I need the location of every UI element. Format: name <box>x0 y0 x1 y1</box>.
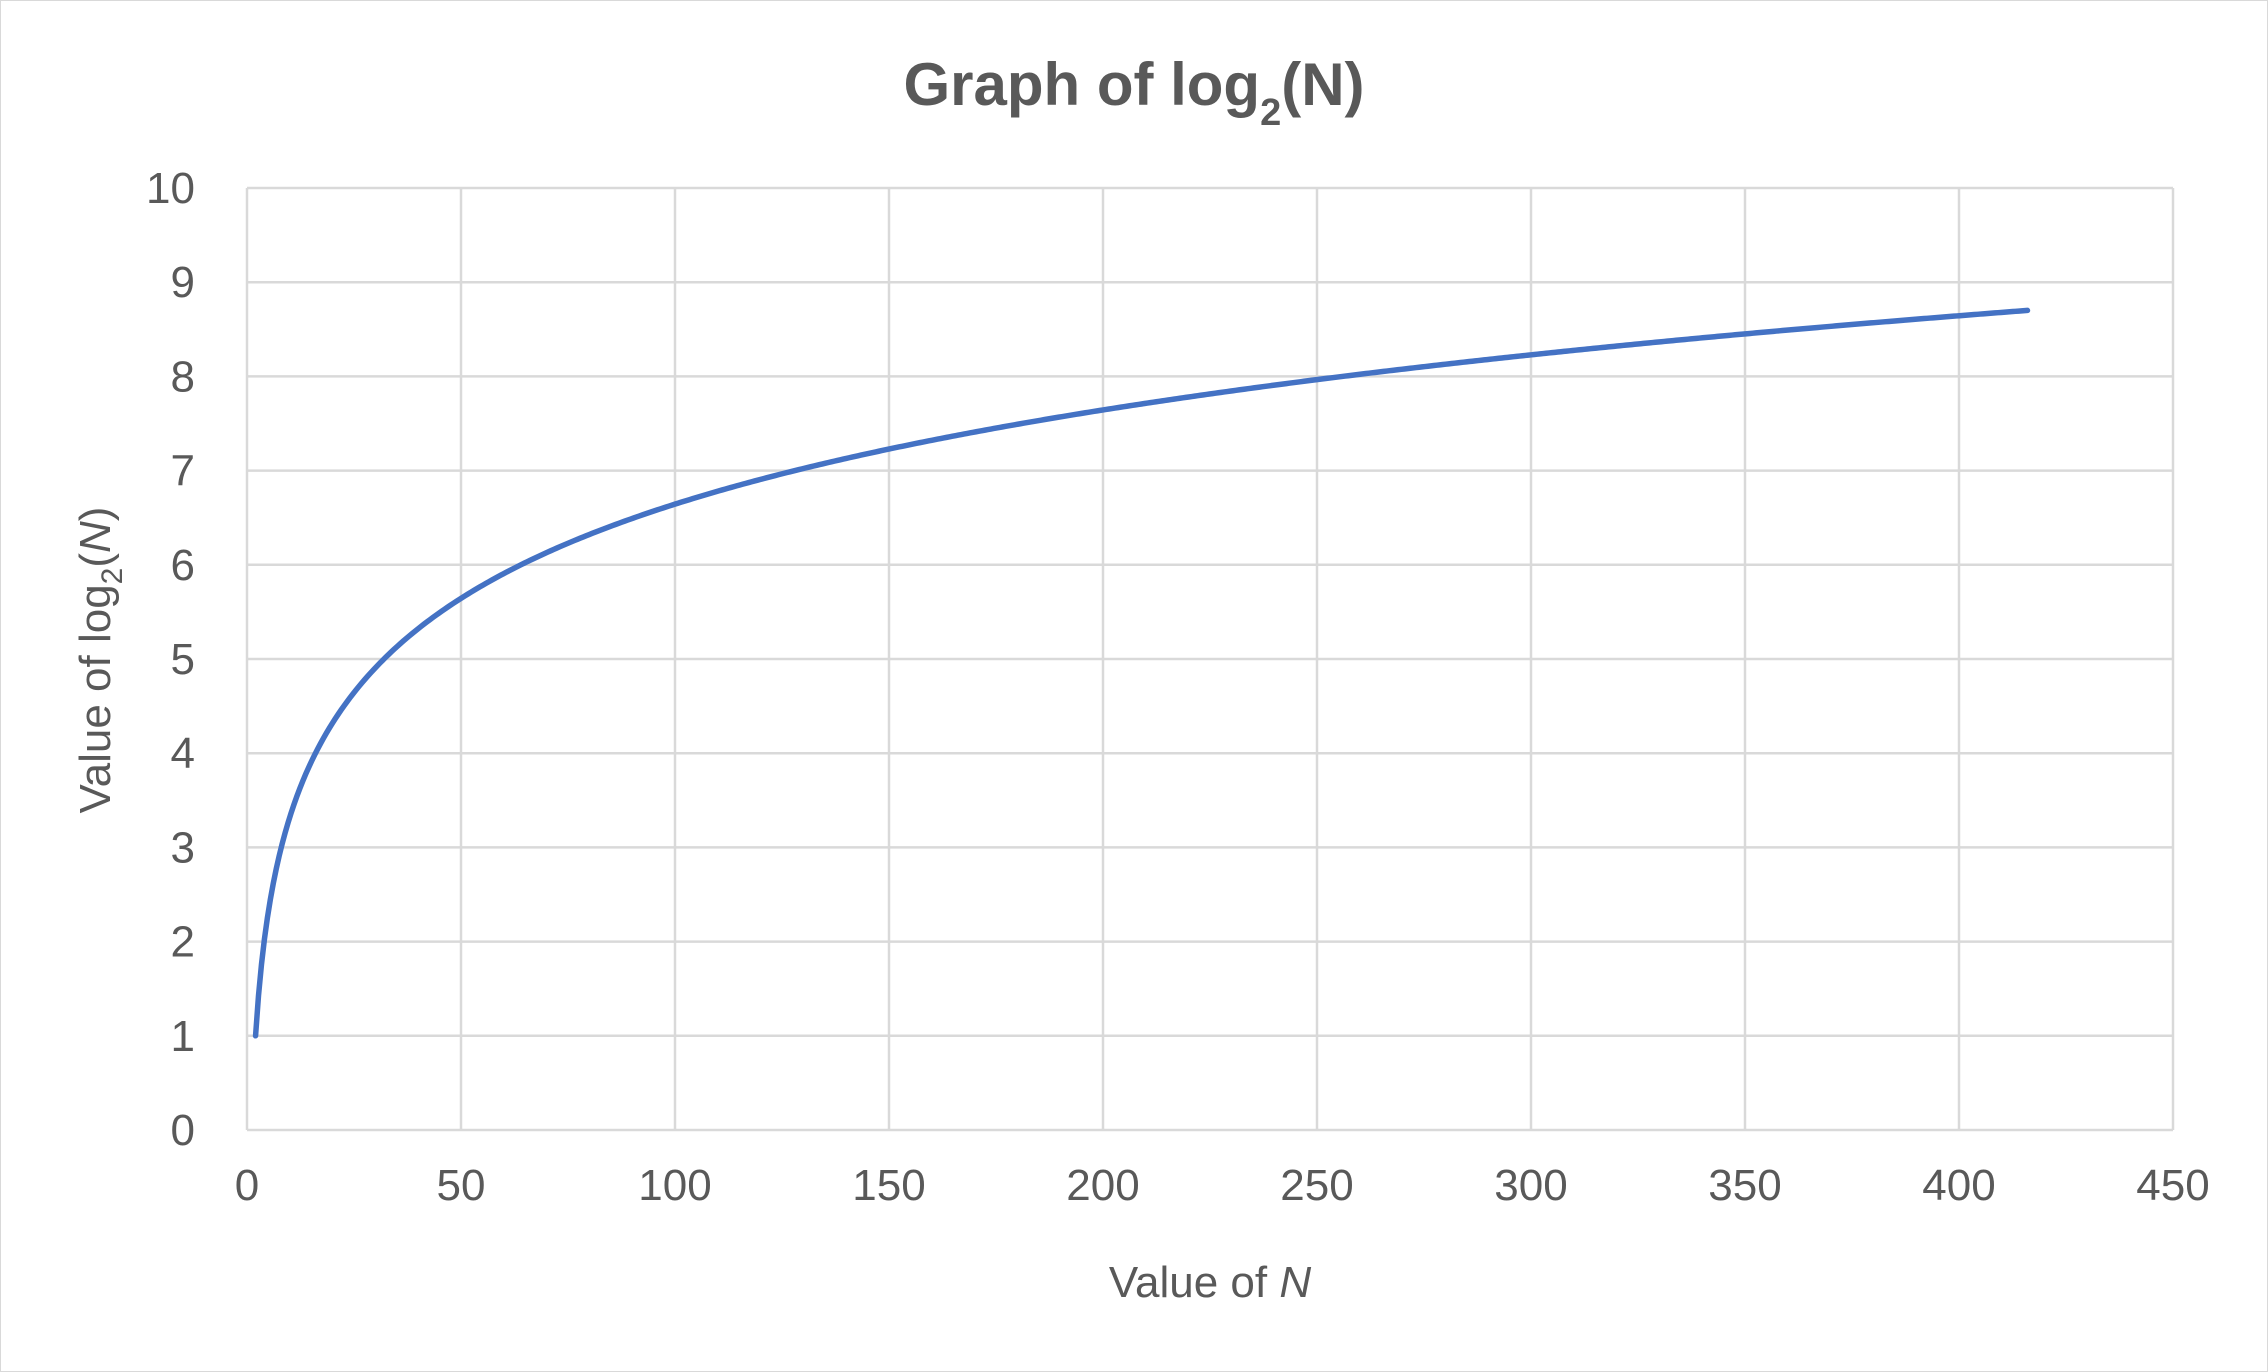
y-tick-label: 10 <box>146 164 195 213</box>
y-axis-title-prefix: Value of log <box>71 584 120 813</box>
x-tick-label: 250 <box>1280 1161 1353 1210</box>
y-tick-label: 1 <box>171 1012 195 1061</box>
y-tick-label: 5 <box>171 635 195 684</box>
y-tick-label: 0 <box>171 1106 195 1155</box>
y-tick-label: 4 <box>171 729 195 778</box>
chart-title: Graph of log2(N) <box>903 51 1364 134</box>
y-axis-title-var: N <box>71 521 120 553</box>
y-axis-title: Value of log2(N) <box>71 507 129 814</box>
y-axis-title-open: ( <box>71 553 120 568</box>
x-tick-label: 350 <box>1708 1161 1781 1210</box>
y-tick-label: 2 <box>171 918 195 967</box>
chart-title-main: Graph of log <box>903 51 1260 118</box>
gridlines <box>245 186 2175 1132</box>
y-tick-label: 7 <box>171 447 195 496</box>
series-line-log2 <box>252 307 2031 1039</box>
x-axis-title-var: N <box>1279 1258 1311 1307</box>
y-tick-label: 6 <box>171 541 195 590</box>
x-tick-label: 450 <box>2136 1161 2209 1210</box>
x-tick-label: 200 <box>1066 1161 1139 1210</box>
x-axis-title: Value of N <box>1109 1258 1311 1307</box>
chart-title-subscript: 2 <box>1260 92 1281 134</box>
series-layer <box>252 307 2031 1039</box>
x-tick-label: 300 <box>1494 1161 1567 1210</box>
x-tick-label: 0 <box>235 1161 259 1210</box>
y-axis-title-subscript: 2 <box>96 568 129 585</box>
y-tick-label: 9 <box>171 258 195 307</box>
y-tick-label: 8 <box>171 352 195 401</box>
x-axis-title-prefix: Value of <box>1109 1258 1279 1307</box>
chart-title-suffix: (N) <box>1281 51 1364 118</box>
x-tick-label: 400 <box>1922 1161 1995 1210</box>
y-axis-title-close: ) <box>71 507 120 522</box>
y-tick-label: 3 <box>171 823 195 872</box>
x-tick-label: 100 <box>638 1161 711 1210</box>
x-tick-label: 150 <box>852 1161 925 1210</box>
x-tick-label: 50 <box>437 1161 486 1210</box>
